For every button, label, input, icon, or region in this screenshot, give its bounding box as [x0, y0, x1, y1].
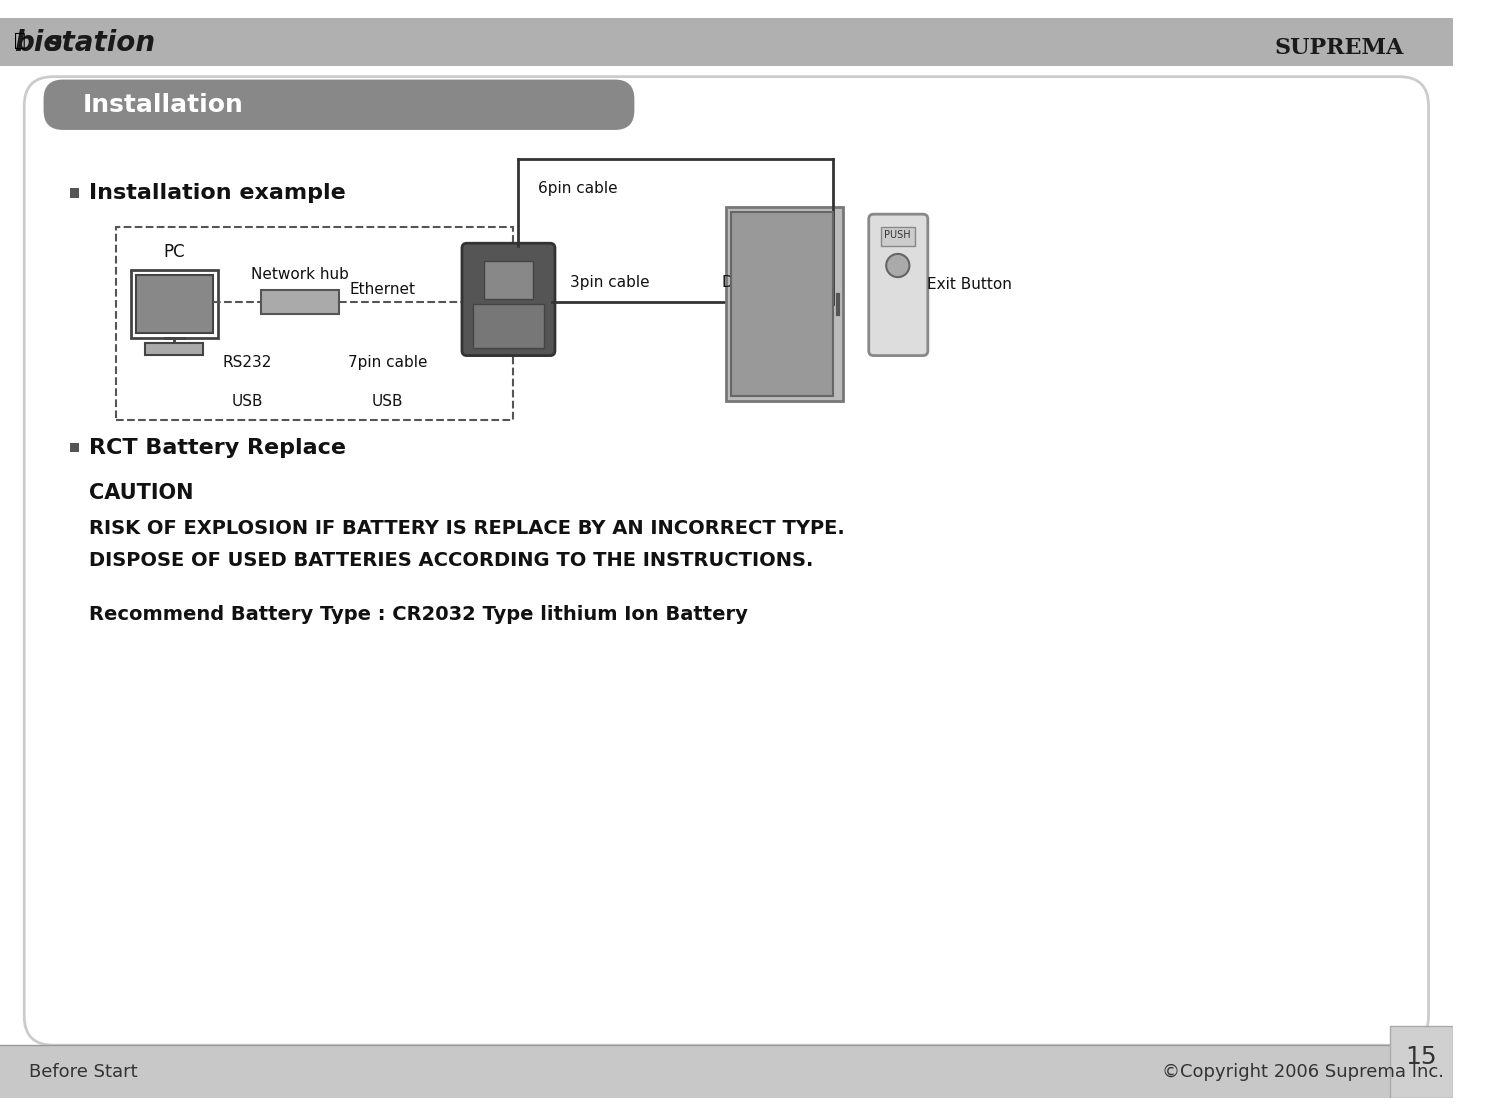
Bar: [69, 187, 80, 198]
Text: 6pin cable: 6pin cable: [537, 181, 616, 195]
Text: RS232: RS232: [222, 355, 272, 369]
Text: Installation: Installation: [82, 93, 243, 117]
Text: 15: 15: [1406, 1046, 1437, 1069]
Bar: [472, 305, 544, 348]
Text: Before Start: Before Start: [28, 1064, 138, 1081]
Text: bio: bio: [15, 29, 63, 57]
Text: Recommend Battery Type : CR2032 Type lithium Ion Battery: Recommend Battery Type : CR2032 Type lit…: [88, 605, 748, 624]
Bar: [882, 227, 915, 247]
Bar: [0, 1046, 1452, 1098]
FancyBboxPatch shape: [868, 214, 928, 356]
Text: Door Lock: Door Lock: [722, 275, 798, 290]
Bar: [726, 208, 843, 401]
FancyBboxPatch shape: [462, 243, 555, 356]
Bar: [484, 261, 532, 299]
Text: Network hub: Network hub: [252, 267, 350, 282]
Text: USB: USB: [231, 394, 262, 408]
Text: ©Copyright 2006 Suprema Inc.: ©Copyright 2006 Suprema Inc.: [1162, 1064, 1444, 1081]
FancyBboxPatch shape: [0, 8, 1452, 66]
Text: 3pin cable: 3pin cable: [570, 275, 650, 290]
Text: 🔵: 🔵: [13, 31, 26, 50]
Circle shape: [886, 254, 909, 277]
Bar: [69, 443, 80, 452]
Text: DISPOSE OF USED BATTERIES ACCORDING TO THE INSTRUCTIONS.: DISPOSE OF USED BATTERIES ACCORDING TO T…: [88, 551, 813, 570]
Bar: [730, 212, 833, 396]
Text: 7pin cable: 7pin cable: [348, 355, 427, 369]
Bar: [261, 290, 339, 314]
Text: PC: PC: [164, 242, 184, 261]
Text: Ethernet: Ethernet: [350, 282, 416, 297]
Text: RCT Battery Replace: RCT Battery Replace: [88, 437, 346, 458]
Text: USB: USB: [372, 394, 404, 408]
Text: Installation example: Installation example: [88, 183, 346, 203]
Text: Exit Button: Exit Button: [927, 278, 1011, 292]
Bar: [1390, 1026, 1452, 1098]
Text: RISK OF EXPLOSION IF BATTERY IS REPLACE BY AN INCORRECT TYPE.: RISK OF EXPLOSION IF BATTERY IS REPLACE …: [88, 519, 844, 538]
Bar: [135, 276, 213, 334]
Text: CAUTION: CAUTION: [88, 483, 194, 503]
Text: PUSH: PUSH: [885, 230, 910, 240]
FancyBboxPatch shape: [24, 77, 1428, 1046]
Text: SUPREMA: SUPREMA: [1275, 37, 1404, 59]
Bar: [146, 343, 204, 355]
FancyBboxPatch shape: [44, 79, 634, 129]
Text: station: station: [45, 29, 156, 57]
